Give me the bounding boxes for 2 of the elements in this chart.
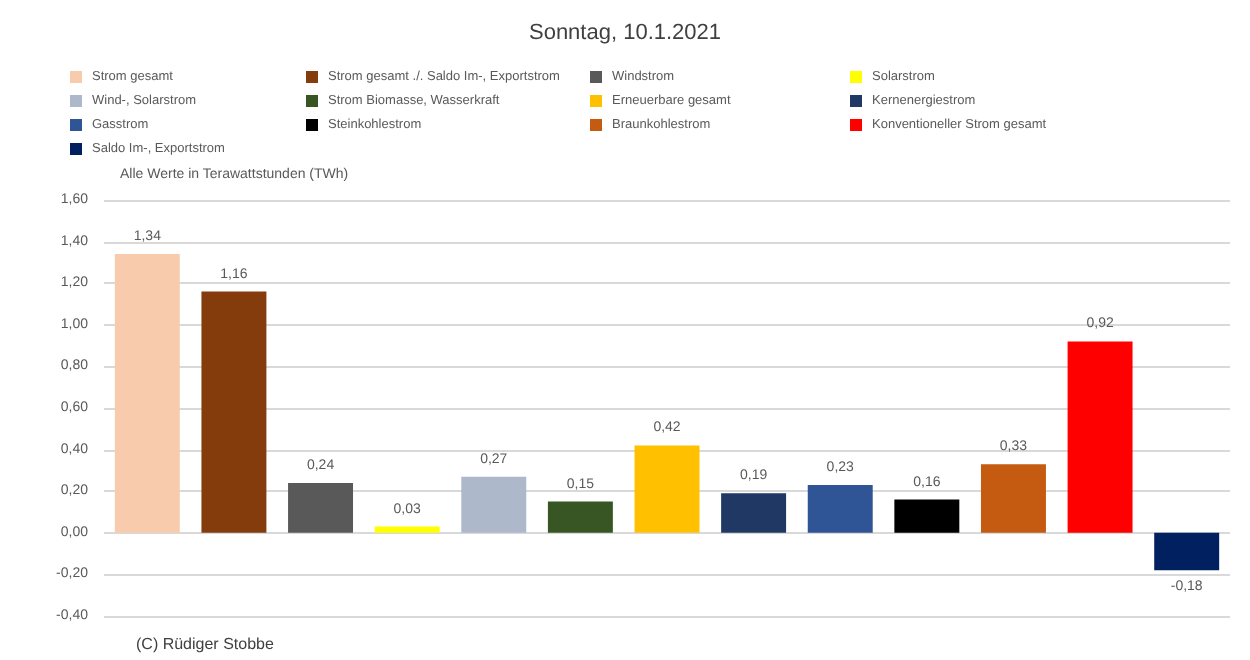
chart-title: Sonntag, 10.1.2021	[528, 21, 722, 45]
text: (C) Rüdiger Stobbe	[136, 635, 275, 653]
